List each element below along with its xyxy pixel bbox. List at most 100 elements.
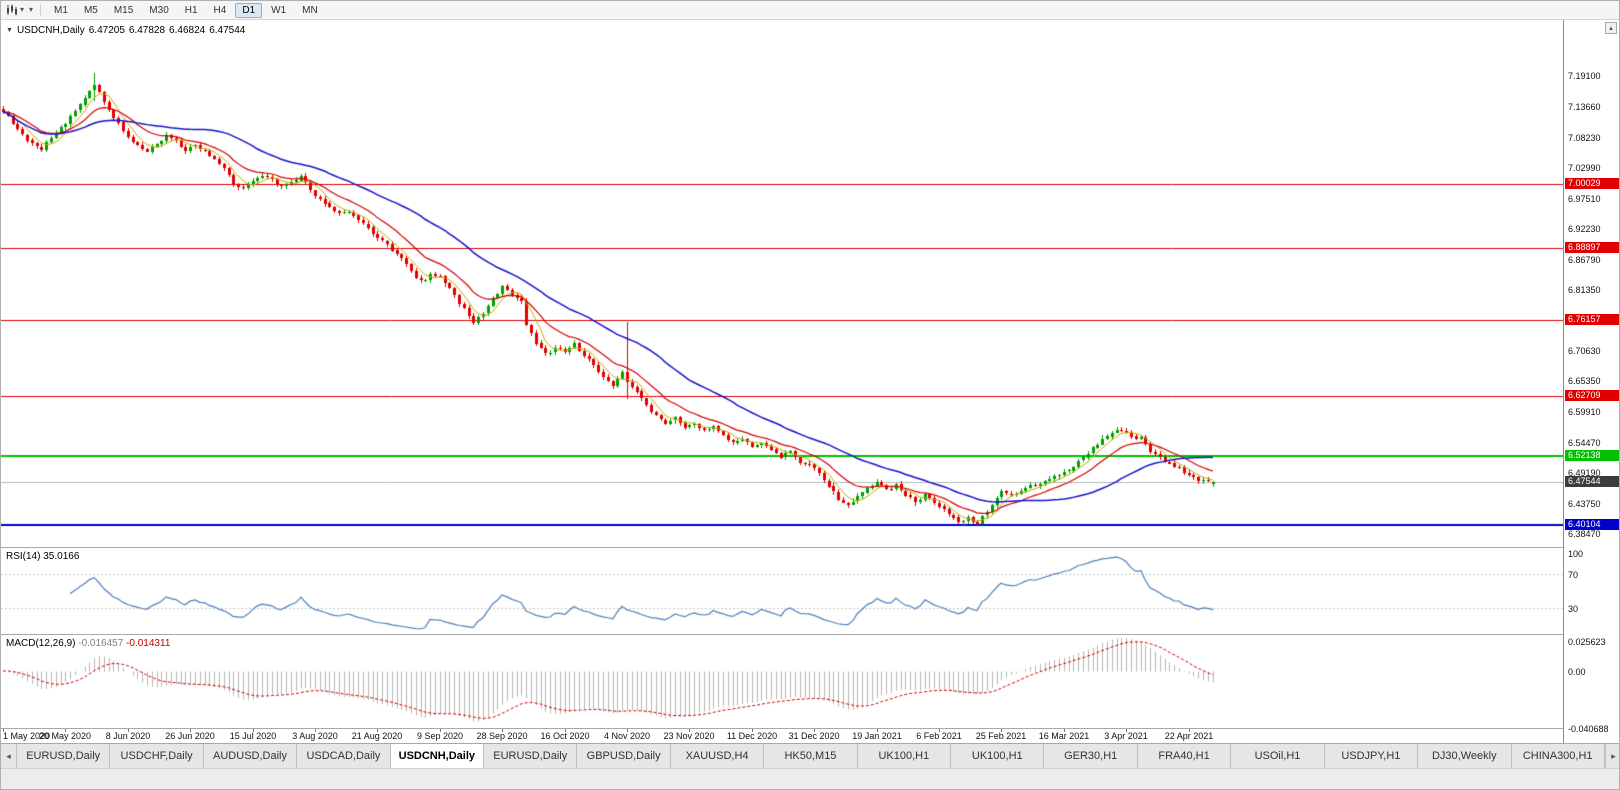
tab-uk100-h1[interactable]: UK100,H1 — [857, 744, 952, 768]
time-axis-label: 23 Nov 2020 — [663, 731, 715, 741]
time-axis-tick — [440, 729, 441, 732]
time-axis-tick — [752, 729, 753, 732]
time-axis[interactable]: 1 May 2020 20 May 2020 8 Jun 2020 26 Jun 20… — [1, 729, 1563, 743]
timeframe-button-mn[interactable]: MN — [302, 4, 318, 16]
chart-scroll-button[interactable]: ▴ — [1605, 22, 1617, 34]
time-axis-tick — [627, 729, 628, 732]
time-axis-label: 6 Feb 2021 — [916, 731, 962, 741]
time-axis-tick — [689, 729, 690, 732]
time-axis-label: 9 Sep 2020 — [416, 731, 464, 741]
tab-usdchf-daily[interactable]: USDCHF,Daily — [110, 744, 204, 768]
price-level-badge: 6.62709 — [1565, 390, 1619, 402]
time-axis-label: 25 Feb 2021 — [975, 731, 1027, 741]
tab-dj30-weekly[interactable]: DJ30,Weekly — [1418, 744, 1512, 768]
price-scale-label: 6.86790 — [1568, 254, 1601, 265]
time-axis-label: 16 Oct 2020 — [540, 731, 590, 741]
tab-ger30-h1[interactable]: GER30,H1 — [1044, 744, 1138, 768]
tab-china300-h1[interactable]: CHINA300,H1 — [1511, 744, 1605, 768]
price-level-badge: 6.76157 — [1565, 313, 1619, 325]
tab-eurusd-daily[interactable]: EURUSD,Daily — [484, 744, 578, 768]
tab-eurusd-daily[interactable]: EURUSD,Daily — [17, 744, 111, 768]
price-level-badge: 7.00029 — [1565, 178, 1619, 190]
tab-usdcad-daily[interactable]: USDCAD,Daily — [297, 744, 391, 768]
timeframe-button-m15[interactable]: M15 — [113, 4, 134, 16]
timeframe-button-m1[interactable]: M1 — [54, 4, 68, 16]
macd-name: MACD(12,26,9) — [6, 638, 76, 649]
ohlc-close: 6.47544 — [209, 25, 246, 36]
pane-divider-rsi[interactable] — [1, 547, 1619, 548]
rsi-chart-canvas[interactable] — [1, 548, 1563, 634]
time-axis-label: 16 Mar 2021 — [1038, 731, 1090, 741]
price-scale-label: 7.19100 — [1568, 71, 1601, 81]
time-axis-label: 26 Jun 2020 — [165, 731, 215, 741]
time-axis-tick — [877, 729, 878, 732]
rsi-scale-label: 70 — [1568, 569, 1579, 580]
tab-uk100-h1[interactable]: UK100,H1 — [951, 744, 1045, 768]
time-axis-tick — [315, 729, 316, 732]
time-axis-label: 28 Sep 2020 — [476, 731, 528, 741]
time-axis-tick — [565, 729, 566, 732]
time-axis-tick — [253, 729, 254, 732]
time-axis-tick — [128, 729, 129, 732]
tabs-scroll-left-icon[interactable]: ◂ — [1, 744, 17, 768]
timeframe-button-m5[interactable]: M5 — [83, 4, 98, 16]
price-level-badge: 6.88897 — [1565, 241, 1619, 253]
macd-scale-label: 0.00 — [1568, 666, 1586, 677]
zoom-dropdown-icon[interactable]: ▾ — [29, 5, 34, 14]
time-axis-label: 31 Dec 2020 — [788, 731, 840, 741]
tab-fra40-h1[interactable]: FRA40,H1 — [1137, 744, 1232, 768]
price-scale-label: 7.02990 — [1568, 162, 1601, 173]
timeframe-button-h1[interactable]: H1 — [184, 4, 198, 16]
price-scale-label: 6.97510 — [1568, 193, 1601, 204]
rsi-name: RSI(14) — [6, 551, 41, 562]
status-bar — [1, 768, 1619, 789]
time-axis-tick — [1064, 729, 1065, 732]
scroll-up-icon: ▴ — [1609, 25, 1613, 32]
time-axis-label: 21 Aug 2020 — [351, 731, 403, 741]
tab-usdjpy-h1[interactable]: USDJPY,H1 — [1324, 744, 1419, 768]
timeframe-button-d1[interactable]: D1 — [235, 2, 263, 18]
tab-gbpusd-daily[interactable]: GBPUSD,Daily — [577, 744, 671, 768]
macd-chart-canvas[interactable] — [1, 635, 1563, 728]
price-scale[interactable]: 7.19100 7.13660 7.08230 7.02990 6.97510 6.922… — [1563, 20, 1619, 743]
price-scale-label: 6.92230 — [1568, 223, 1601, 234]
ohlc-low: 6.46824 — [169, 25, 206, 36]
price-scale-label: 6.59910 — [1568, 407, 1601, 418]
tab-audusd-daily[interactable]: AUDUSD,Daily — [203, 744, 298, 768]
tab-xauusd-h4[interactable]: XAUUSD,H4 — [670, 744, 765, 768]
tab-usdcnh-daily[interactable]: USDCNH,Daily — [390, 744, 485, 768]
macd-indicator-label: MACD(12,26,9) -0.016457 -0.014311 — [6, 638, 170, 649]
timeframe-button-w1[interactable]: W1 — [271, 4, 287, 16]
tabs-scroll-right-icon[interactable]: ▸ — [1605, 744, 1619, 768]
time-axis-tick — [3, 729, 4, 732]
time-axis-tick — [1189, 729, 1190, 732]
price-scale-label: 7.13660 — [1568, 101, 1601, 112]
timeframe-button-m30[interactable]: M30 — [149, 4, 169, 16]
time-axis-label: 3 Apr 2021 — [1104, 731, 1148, 741]
candlestick-icon — [6, 4, 17, 16]
chart-type-icon[interactable] — [4, 3, 19, 17]
time-axis-label: 8 Jun 2020 — [105, 731, 151, 741]
collapse-chart-icon[interactable]: ▼ — [6, 27, 13, 34]
time-axis-tick — [502, 729, 503, 732]
macd-signal-value: -0.014311 — [126, 638, 171, 649]
time-axis-label: 19 Jan 2021 — [852, 731, 902, 741]
price-scale-label: 6.43750 — [1568, 498, 1601, 509]
time-axis-tick — [65, 729, 66, 732]
chart-type-dropdown-icon[interactable]: ▾ — [20, 5, 25, 14]
tab-hk50-m15[interactable]: HK50,M15 — [764, 744, 858, 768]
pane-divider-macd[interactable] — [1, 634, 1619, 635]
time-axis-border — [1, 728, 1619, 729]
time-axis-tick — [1126, 729, 1127, 732]
time-axis-tick — [377, 729, 378, 732]
timeframe-button-h4[interactable]: H4 — [213, 4, 227, 16]
time-axis-label: 11 Dec 2020 — [726, 731, 778, 741]
toolbar-separator — [40, 4, 42, 16]
tab-usoil-h1[interactable]: USOil,H1 — [1231, 744, 1325, 768]
time-axis-tick — [190, 729, 191, 732]
time-axis-label: 1 May 2020 — [3, 731, 51, 741]
macd-scale-label: 0.025623 — [1568, 637, 1606, 647]
chart-info-line: ▼ USDCNH,Daily 6.47205 6.47828 6.46824 6.4754… — [6, 25, 249, 36]
price-chart-canvas[interactable] — [1, 20, 1563, 547]
rsi-value: 35.0166 — [43, 551, 80, 562]
